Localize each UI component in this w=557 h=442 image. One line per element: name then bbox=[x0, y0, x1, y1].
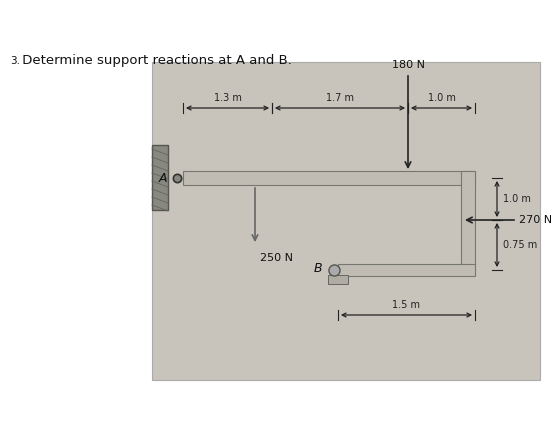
Bar bbox=[328, 275, 348, 284]
Text: 3.: 3. bbox=[10, 56, 20, 66]
Text: 1.7 m: 1.7 m bbox=[326, 93, 354, 103]
Text: 0.75 m: 0.75 m bbox=[503, 240, 538, 250]
Text: 250 N: 250 N bbox=[260, 253, 293, 263]
Text: B: B bbox=[314, 263, 322, 275]
Text: 1.0 m: 1.0 m bbox=[503, 194, 531, 204]
Text: 1.5 m: 1.5 m bbox=[393, 300, 421, 310]
Bar bbox=[461, 171, 475, 270]
Bar bbox=[183, 171, 475, 185]
Text: 1.0 m: 1.0 m bbox=[428, 93, 456, 103]
Text: Determine support reactions at A and B.: Determine support reactions at A and B. bbox=[18, 54, 292, 67]
Bar bbox=[152, 145, 168, 210]
Text: 1.3 m: 1.3 m bbox=[213, 93, 241, 103]
Bar bbox=[338, 264, 475, 276]
Text: A: A bbox=[159, 171, 168, 184]
Text: 270 N: 270 N bbox=[519, 215, 552, 225]
Text: 180 N: 180 N bbox=[392, 60, 424, 70]
Bar bbox=[152, 62, 540, 380]
